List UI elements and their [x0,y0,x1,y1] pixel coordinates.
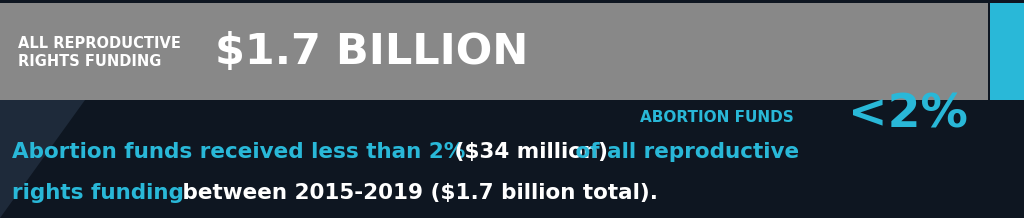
Bar [990,3,1024,100]
Text: between 2015-2019 ($1.7 billion total).: between 2015-2019 ($1.7 billion total). [175,183,658,203]
Text: Abortion funds received less than 2%: Abortion funds received less than 2% [12,142,465,162]
Polygon shape [0,100,85,218]
Text: rights funding: rights funding [12,183,184,203]
Text: ALL REPRODUCTIVE
RIGHTS FUNDING: ALL REPRODUCTIVE RIGHTS FUNDING [18,36,181,68]
Text: of all reproductive: of all reproductive [568,142,799,162]
Text: <2%: <2% [848,92,968,138]
Text: $1.7 BILLION: $1.7 BILLION [215,31,528,73]
Text: ($34 million): ($34 million) [447,142,608,162]
Bar [0,3,988,100]
Text: ABORTION FUNDS: ABORTION FUNDS [640,109,794,124]
